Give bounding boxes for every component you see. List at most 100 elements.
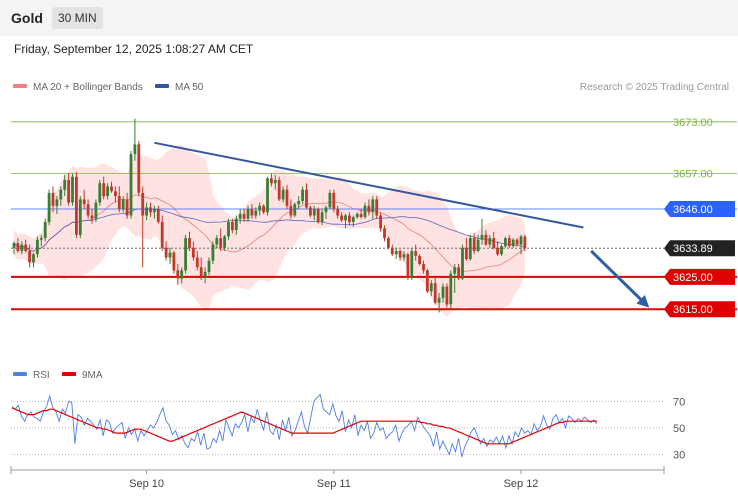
candle-body	[254, 210, 258, 216]
candle-body	[289, 205, 293, 216]
candle-body	[39, 238, 43, 240]
candle	[137, 141, 141, 197]
candle-body	[219, 238, 223, 248]
candle-body	[465, 247, 468, 260]
main-legend: MA 20 + Bollinger Bands MA 50 Research ©…	[13, 82, 729, 93]
candle	[500, 244, 503, 256]
candle-body	[496, 247, 499, 255]
candle	[301, 186, 304, 205]
level-label-3657.00: 3657.00	[673, 169, 713, 181]
ma50-line	[13, 208, 526, 252]
candle	[414, 244, 418, 261]
candle-body	[359, 213, 363, 218]
candle-body	[273, 180, 277, 184]
candle-body	[98, 183, 102, 203]
research-watermark: Research © 2025 Trading Central	[580, 82, 729, 93]
candle-body	[484, 234, 488, 245]
trendline-layer	[154, 141, 650, 308]
candle-body	[270, 178, 273, 184]
candle-body	[24, 244, 28, 252]
candle	[149, 202, 152, 218]
candle-body	[59, 189, 63, 200]
candle	[328, 189, 332, 209]
asset-name: Gold	[11, 10, 43, 26]
candle-body	[402, 254, 406, 258]
candle	[90, 209, 94, 224]
candle	[363, 202, 367, 219]
ma50-legend-swatch	[155, 84, 169, 88]
candle	[168, 247, 172, 264]
candle-body	[437, 297, 441, 303]
time-tick-label: Sep 10	[129, 478, 164, 490]
candle	[320, 209, 324, 226]
candle	[410, 247, 414, 281]
candle	[270, 173, 273, 187]
candle-body	[125, 199, 129, 216]
candle	[242, 209, 246, 222]
candle-body	[488, 238, 492, 245]
candle-body	[172, 252, 176, 271]
candle	[78, 196, 82, 239]
candle	[246, 205, 250, 222]
candle	[250, 204, 254, 219]
candle-body	[12, 243, 16, 248]
candle	[281, 186, 285, 203]
level-label-3633.89: 3633.89	[673, 243, 713, 255]
candle	[441, 283, 445, 303]
ma20-legend-label: MA 20 + Bollinger Bands	[33, 82, 143, 93]
candle-body	[324, 207, 328, 213]
candle-body	[297, 201, 301, 205]
candle	[433, 276, 437, 305]
candle	[55, 196, 59, 214]
level-tag-3633.89	[664, 240, 735, 257]
candle-body	[519, 236, 523, 245]
candle-body	[418, 255, 421, 264]
candle-body	[445, 286, 449, 305]
timeframe-button[interactable]: 30 MIN	[52, 7, 103, 29]
candle-body	[102, 183, 106, 197]
level-label-3615.00: 3615.00	[673, 304, 713, 316]
candle	[273, 175, 277, 190]
time-tick-label: Sep 12	[504, 478, 539, 490]
candle-body	[156, 209, 160, 222]
candle	[172, 251, 176, 274]
candle-body	[71, 176, 74, 203]
candle-body	[203, 272, 207, 277]
candle-body	[375, 199, 379, 216]
candle-body	[500, 246, 503, 255]
candle	[106, 183, 109, 200]
candle-body	[523, 236, 527, 249]
candle	[234, 215, 238, 235]
rsi-ma-legend-swatch	[62, 372, 76, 376]
candle-body	[457, 267, 460, 279]
candle-body	[507, 238, 511, 247]
candle	[523, 234, 527, 251]
candle-body	[164, 247, 168, 258]
rsi-legend-label: RSI	[33, 370, 50, 381]
candle	[449, 270, 453, 310]
candle-body	[192, 247, 195, 258]
candle	[258, 202, 262, 216]
candle	[110, 181, 113, 193]
candle-body	[293, 204, 297, 216]
candle-body	[328, 192, 332, 208]
candle	[199, 257, 203, 281]
candle	[379, 212, 382, 232]
candle	[98, 180, 102, 206]
candle-body	[340, 215, 343, 221]
candle	[332, 189, 336, 213]
candle	[36, 236, 39, 258]
candle	[406, 252, 410, 281]
ma20-legend-swatch	[13, 84, 27, 88]
candle	[121, 196, 125, 213]
candle-body	[383, 228, 386, 239]
candle	[262, 204, 265, 214]
candle-body	[160, 222, 164, 248]
candle	[465, 238, 468, 261]
candle	[316, 207, 320, 224]
candle-body	[266, 178, 269, 213]
candle-body	[394, 251, 398, 255]
candle-body	[367, 205, 371, 213]
candle	[344, 213, 347, 229]
candle	[355, 212, 359, 219]
